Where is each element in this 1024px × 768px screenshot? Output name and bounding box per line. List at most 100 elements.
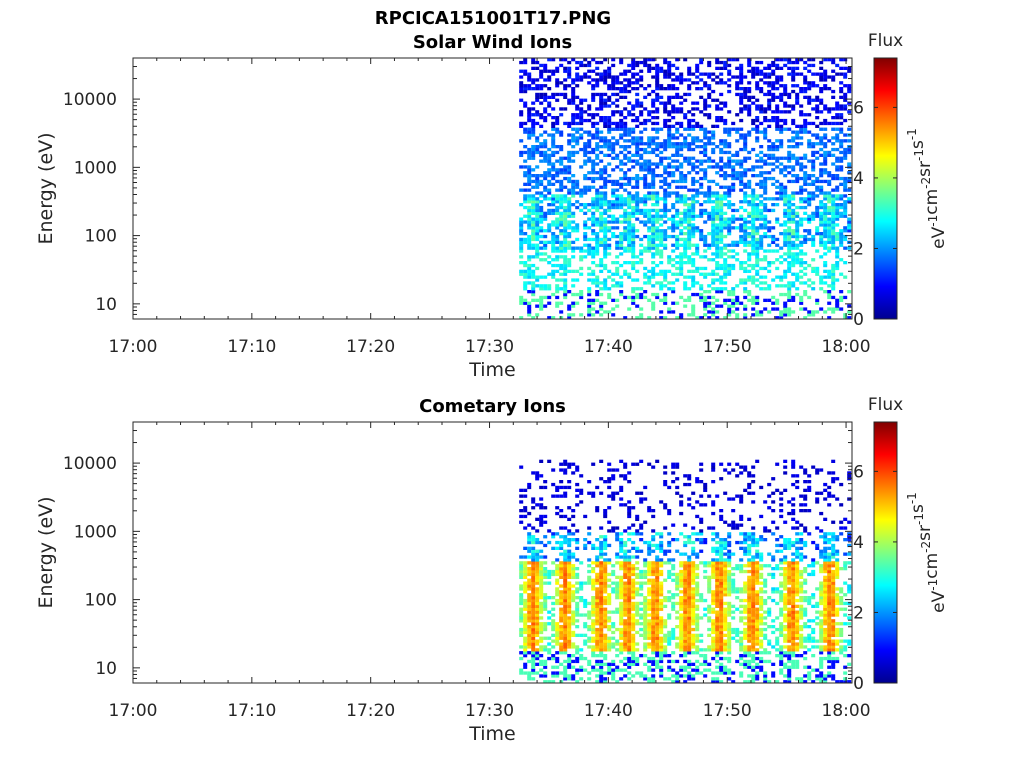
heatmap-cell xyxy=(623,232,628,236)
heatmap-cell xyxy=(739,63,744,68)
heatmap-cell xyxy=(827,232,832,236)
heatmap-cell xyxy=(691,162,696,166)
heatmap-cell xyxy=(575,465,580,469)
heatmap-cell xyxy=(523,263,528,268)
heatmap-cell xyxy=(791,298,796,302)
heatmap-cell xyxy=(603,511,608,516)
heatmap-cell xyxy=(747,107,752,111)
heatmap-cell xyxy=(567,659,572,664)
heatmap-cell xyxy=(595,558,600,562)
heatmap-cell xyxy=(535,113,540,117)
heatmap-cell xyxy=(519,150,524,155)
heatmap-cell xyxy=(687,243,692,247)
heatmap-cell xyxy=(575,558,580,562)
heatmap-cell xyxy=(811,98,816,102)
heatmap-cell xyxy=(647,298,652,302)
heatmap-cell xyxy=(643,179,648,184)
heatmap-cell xyxy=(787,60,792,65)
heatmap-cell xyxy=(535,208,540,213)
heatmap-cell xyxy=(747,252,752,256)
heatmap-cell xyxy=(527,255,532,259)
heatmap-cell xyxy=(575,226,580,230)
heatmap-cell xyxy=(795,145,800,149)
heatmap-cell xyxy=(587,581,592,585)
heatmap-cell xyxy=(563,255,568,259)
heatmap-cell xyxy=(559,200,564,204)
heatmap-cell xyxy=(531,639,536,643)
heatmap-cell xyxy=(547,287,552,291)
heatmap-cell xyxy=(587,107,592,111)
heatmap-cell xyxy=(715,298,720,302)
heatmap-cell xyxy=(635,150,640,155)
heatmap-cell xyxy=(611,313,616,317)
heatmap-cell xyxy=(807,95,812,99)
heatmap-cell xyxy=(563,165,568,169)
heatmap-cell xyxy=(735,113,740,117)
heatmap-cell xyxy=(739,107,744,111)
heatmap-cell xyxy=(627,220,632,224)
heatmap-cell xyxy=(527,87,532,91)
heatmap-cell xyxy=(627,651,632,655)
heatmap-cell xyxy=(607,295,612,300)
heatmap-cell xyxy=(823,107,828,111)
heatmap-cell xyxy=(683,136,688,140)
heatmap-cell xyxy=(711,124,716,128)
heatmap-cell xyxy=(711,130,716,134)
heatmap-cell xyxy=(587,569,592,574)
heatmap-cell xyxy=(831,78,836,82)
heatmap-cell xyxy=(791,295,796,300)
heatmap-cell xyxy=(691,118,696,123)
heatmap-cell xyxy=(791,191,796,195)
heatmap-cell xyxy=(667,165,672,169)
heatmap-cell xyxy=(535,581,540,585)
heatmap-cell xyxy=(711,147,716,152)
heatmap-cell xyxy=(667,269,672,273)
heatmap-cell xyxy=(635,197,640,201)
heatmap-cell xyxy=(715,116,720,120)
heatmap-cell xyxy=(623,188,628,192)
heatmap-cell xyxy=(547,272,552,276)
heatmap-cell xyxy=(567,246,572,250)
heatmap-cell xyxy=(591,176,596,181)
heatmap-cell xyxy=(759,185,764,189)
heatmap-cell xyxy=(831,197,836,201)
heatmap-cell xyxy=(611,477,616,481)
heatmap-cell xyxy=(563,584,568,588)
heatmap-cell xyxy=(535,538,540,542)
heatmap-cell xyxy=(843,205,848,210)
heatmap-cell xyxy=(635,630,640,635)
heatmap-cell xyxy=(571,659,576,664)
heatmap-cell xyxy=(563,627,568,632)
heatmap-cell xyxy=(535,87,540,91)
heatmap-cell xyxy=(747,232,752,236)
heatmap-cell xyxy=(531,130,536,134)
heatmap-cell xyxy=(523,581,528,585)
heatmap-cell xyxy=(731,165,736,169)
heatmap-cell xyxy=(607,179,612,184)
heatmap-cell xyxy=(647,619,652,623)
heatmap-cell xyxy=(687,203,692,207)
heatmap-cell xyxy=(839,104,844,108)
heatmap-cell xyxy=(543,153,548,157)
heatmap-cell xyxy=(647,564,652,568)
heatmap-cell xyxy=(787,110,792,114)
heatmap-cell xyxy=(647,118,652,123)
heatmap-cell xyxy=(631,645,636,649)
heatmap-cell xyxy=(607,598,612,603)
heatmap-cell xyxy=(519,465,524,469)
heatmap-cell xyxy=(591,567,596,571)
heatmap-cell xyxy=(683,298,688,302)
heatmap-cell xyxy=(751,197,756,201)
heatmap-cell xyxy=(739,182,744,186)
heatmap-cell xyxy=(523,84,528,88)
heatmap-cell xyxy=(791,168,796,172)
heatmap-cell xyxy=(791,208,796,213)
heatmap-cell xyxy=(583,642,588,646)
heatmap-cell xyxy=(663,298,668,302)
heatmap-cell xyxy=(651,284,656,288)
heatmap-cell xyxy=(695,124,700,128)
heatmap-cell xyxy=(519,124,524,128)
heatmap-cell xyxy=(547,301,552,305)
heatmap-cell xyxy=(707,116,712,120)
heatmap-cell xyxy=(711,258,716,262)
